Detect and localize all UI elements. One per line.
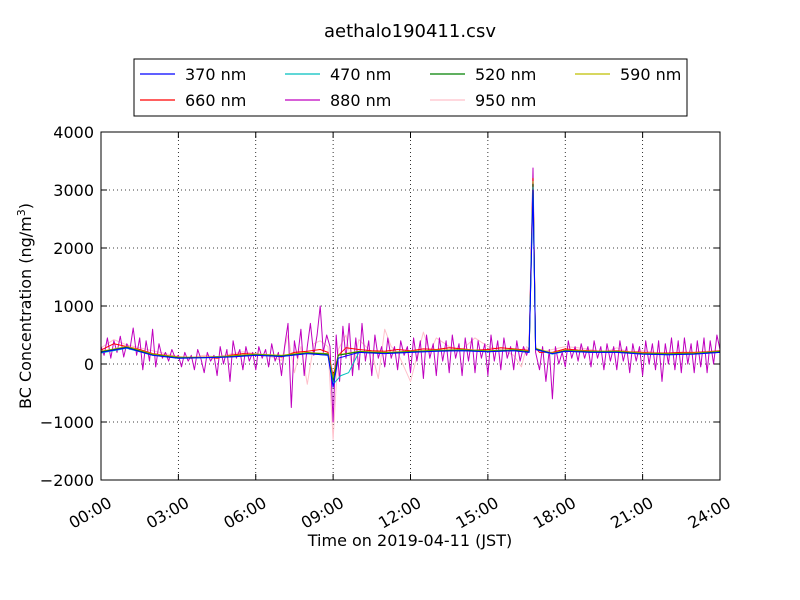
chart-title: aethalo190411.csv: [324, 21, 496, 42]
legend-label: 370 nm: [185, 65, 246, 84]
y-tick-label: 3000: [53, 181, 94, 200]
x-axis-label: Time on 2019-04-11 (JST): [307, 531, 512, 550]
y-tick-label: 2000: [53, 239, 94, 258]
legend-item: 660 nm: [140, 91, 246, 110]
legend-item: 470 nm: [285, 65, 391, 84]
legend-item: 370 nm: [140, 65, 246, 84]
y-tick-label: 0: [84, 355, 94, 374]
series-line-370-nm: [100, 189, 721, 388]
legend-label: 950 nm: [475, 91, 536, 110]
series-line-590-nm: [100, 180, 721, 379]
y-axis-label: BC Concentration (ng/m3): [15, 203, 35, 409]
legend-item: 880 nm: [285, 91, 391, 110]
plot-series: [100, 167, 721, 440]
y-axis-label-main: BC Concentration (ng/m: [16, 216, 35, 409]
legend-box: [133, 58, 688, 117]
legend-label: 470 nm: [330, 65, 391, 84]
legend-label: 660 nm: [185, 91, 246, 110]
y-tick-label: −1000: [40, 413, 94, 432]
y-axis-label-superscript: 3: [15, 209, 28, 216]
legend-item: 950 nm: [430, 91, 536, 110]
series-line-880-nm: [100, 167, 721, 423]
y-axis-label-close: ): [16, 203, 35, 209]
legend-label: 590 nm: [620, 65, 681, 84]
legend: 370 nm 470 nm 520 nm 590 nm 660 nm 880 nm 950 …: [133, 58, 688, 117]
y-tick-label: 4000: [53, 123, 94, 142]
y-tick-label: 1000: [53, 297, 94, 316]
legend-item: 520 nm: [430, 65, 536, 84]
y-axis: 4000 3000 2000 1000 0 −1000 −2000: [40, 123, 720, 490]
legend-label: 880 nm: [330, 91, 391, 110]
y-tick-label: −2000: [40, 471, 94, 490]
legend-item: 590 nm: [575, 65, 681, 84]
legend-label: 520 nm: [475, 65, 536, 84]
